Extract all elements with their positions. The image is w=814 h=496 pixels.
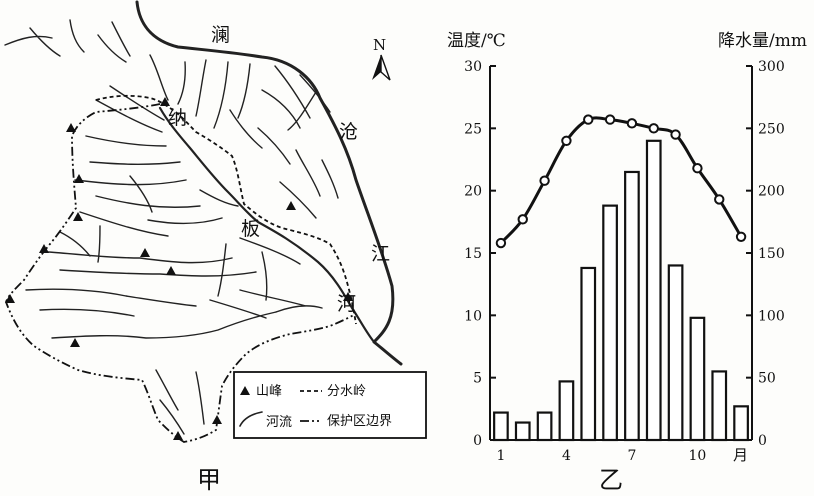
precip-bar	[624, 170, 640, 442]
peak-icon	[73, 212, 83, 221]
label-lancang-2: 沧	[339, 121, 358, 143]
right-axis-title: 降水量/mm	[718, 31, 807, 51]
precip-bar	[514, 421, 531, 442]
left-tick-label: 10	[464, 308, 482, 324]
peak-icon	[286, 201, 296, 210]
right-tick-label: 250	[758, 121, 785, 137]
climate-chart: 温度/℃ 降水量/mm 0510152025300501001502002503…	[447, 31, 807, 494]
temperature-point	[539, 175, 550, 186]
north-label: N	[373, 36, 386, 54]
right-tick-label: 300	[758, 59, 785, 75]
temperature-point	[670, 129, 681, 140]
precip-bar	[733, 405, 749, 442]
legend-label-river: 河流	[266, 415, 292, 430]
right-tick-label: 200	[758, 184, 785, 200]
label-naban-2: 板	[241, 218, 260, 240]
chart-caption: 乙	[599, 466, 623, 494]
peak-icon	[343, 292, 353, 301]
label-lancang-1: 澜	[211, 24, 230, 46]
temperature-point	[495, 237, 507, 249]
peak-icon	[160, 97, 170, 106]
map-legend: 山峰 分水岭 河流 保护区边界	[233, 371, 427, 439]
precip-bar	[536, 411, 553, 442]
temperature-point	[714, 194, 725, 205]
peak-icon	[5, 294, 15, 303]
precip-bar	[602, 204, 618, 442]
temperature-point	[604, 114, 616, 125]
label-naban-1: 纳	[168, 107, 187, 129]
legend-label-boundary: 保护区边界	[327, 414, 392, 429]
left-tick-label: 25	[464, 121, 482, 137]
precip-bar	[580, 266, 597, 442]
temperature-point	[692, 163, 703, 174]
precip-bar	[493, 411, 509, 442]
label-naban-3: 河	[337, 293, 356, 315]
legend-label-watershed: 分水岭	[327, 384, 366, 399]
legend-label-peak: 山峰	[256, 384, 282, 399]
right-tick-label: 100	[758, 308, 785, 324]
tributaries	[4, 19, 339, 435]
x-tick-label: 7	[627, 448, 636, 464]
x-tick-label: 10	[689, 448, 707, 464]
temperature-point	[583, 114, 594, 125]
peak-icon	[173, 431, 183, 440]
peak-icon	[74, 174, 84, 183]
peak-icon	[212, 415, 222, 424]
map-caption: 甲	[197, 466, 221, 494]
right-tick-label: 0	[758, 433, 767, 449]
temperature-point	[517, 214, 528, 225]
left-axis-title: 温度/℃	[447, 31, 506, 51]
legend-peak-icon	[240, 386, 250, 395]
left-tick-label: 30	[464, 59, 482, 75]
precip-bar	[558, 380, 575, 442]
north-arrow-icon	[372, 55, 381, 80]
x-tick-label: 4	[562, 448, 571, 464]
label-lancang-3: 江	[371, 243, 390, 265]
left-tick-label: 5	[473, 371, 482, 387]
lancang-river	[135, 0, 403, 366]
precip-bar	[645, 139, 662, 442]
temperature-point	[735, 231, 747, 242]
peak-icon	[66, 123, 76, 132]
precip-bar	[711, 370, 728, 442]
legend-river-icon	[239, 411, 263, 427]
temperature-point	[626, 118, 638, 129]
x-tick-label: 1	[496, 448, 505, 464]
right-tick-label: 50	[758, 371, 776, 387]
peak-markers	[5, 97, 353, 440]
naban-river	[158, 106, 376, 344]
north-arrow: N	[372, 36, 391, 81]
temperature-point	[648, 123, 659, 134]
temperature-point	[561, 135, 572, 147]
peak-icon	[140, 248, 150, 257]
right-tick-label: 150	[758, 246, 785, 262]
left-tick-label: 20	[464, 184, 482, 200]
peak-icon	[70, 338, 80, 347]
temperature-line	[499, 116, 743, 245]
watershed-line	[95, 94, 357, 325]
map-panel: 澜 沧 江 纳 板 河 N 山峰 分水岭 河流 保护区边界 甲	[4, 0, 427, 494]
left-tick-label: 15	[464, 246, 482, 262]
peak-icon	[39, 244, 49, 253]
precip-bar	[667, 264, 684, 442]
left-tick-label: 0	[473, 433, 482, 449]
peak-icon	[166, 266, 176, 275]
precip-bar	[689, 316, 706, 442]
x-axis-unit: 月	[733, 446, 748, 464]
